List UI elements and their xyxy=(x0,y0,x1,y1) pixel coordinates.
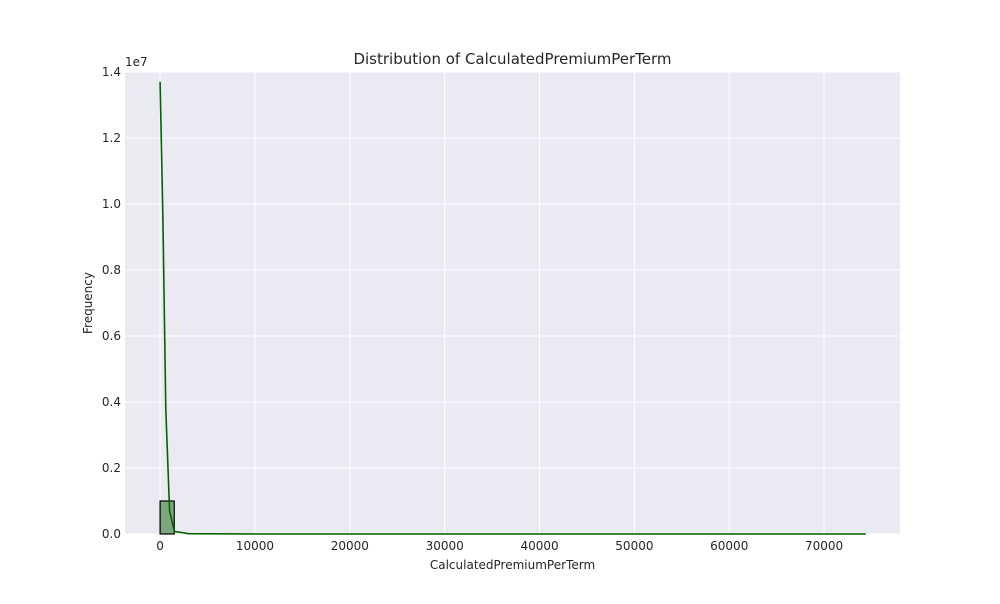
y-tick-label: 0.2 xyxy=(102,461,121,475)
x-tick-label: 0 xyxy=(156,539,164,553)
x-tick-label: 70000 xyxy=(805,539,843,553)
kde-curve-group xyxy=(159,81,866,535)
y-tick-label: 1.2 xyxy=(102,131,121,145)
x-tick-label: 40000 xyxy=(520,539,558,553)
y-tick-label: 0.8 xyxy=(102,263,121,277)
y-axis-ticks: 0.0 0.2 0.4 0.6 0.8 1.0 1.2 1.4 xyxy=(102,65,121,541)
plot-background xyxy=(125,72,900,534)
chart-title: Distribution of CalculatedPremiumPerTerm xyxy=(353,50,671,68)
y-tick-label: 1.0 xyxy=(102,197,121,211)
x-tick-label: 20000 xyxy=(331,539,369,553)
y-tick-label: 0.0 xyxy=(102,527,121,541)
histogram-bars xyxy=(159,500,175,535)
y-axis-offset-label: 1e7 xyxy=(125,55,148,69)
kde-curve-line xyxy=(159,81,866,535)
x-tick-label: 10000 xyxy=(236,539,274,553)
grid-lines xyxy=(125,71,900,535)
x-tick-label: 50000 xyxy=(615,539,653,553)
y-tick-label: 1.4 xyxy=(102,65,121,79)
x-tick-label: 60000 xyxy=(710,539,748,553)
y-tick-label: 0.6 xyxy=(102,329,121,343)
x-tick-label: 30000 xyxy=(426,539,464,553)
x-axis-label: CalculatedPremiumPerTerm xyxy=(430,558,595,572)
y-axis-label: Frequency xyxy=(81,272,95,334)
x-axis-ticks: 0 10000 20000 30000 40000 50000 60000 70000 xyxy=(156,539,843,553)
y-tick-label: 0.4 xyxy=(102,395,121,409)
histogram-bar xyxy=(159,500,175,535)
